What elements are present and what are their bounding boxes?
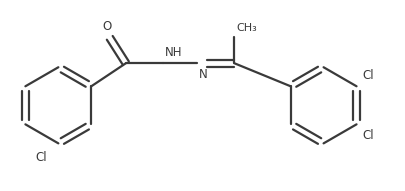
Text: CH₃: CH₃ — [237, 23, 257, 33]
Text: Cl: Cl — [362, 69, 374, 82]
Text: NH: NH — [165, 46, 183, 59]
Text: Cl: Cl — [362, 129, 374, 142]
Text: N: N — [198, 68, 207, 81]
Text: O: O — [103, 20, 112, 33]
Text: Cl: Cl — [35, 151, 47, 164]
